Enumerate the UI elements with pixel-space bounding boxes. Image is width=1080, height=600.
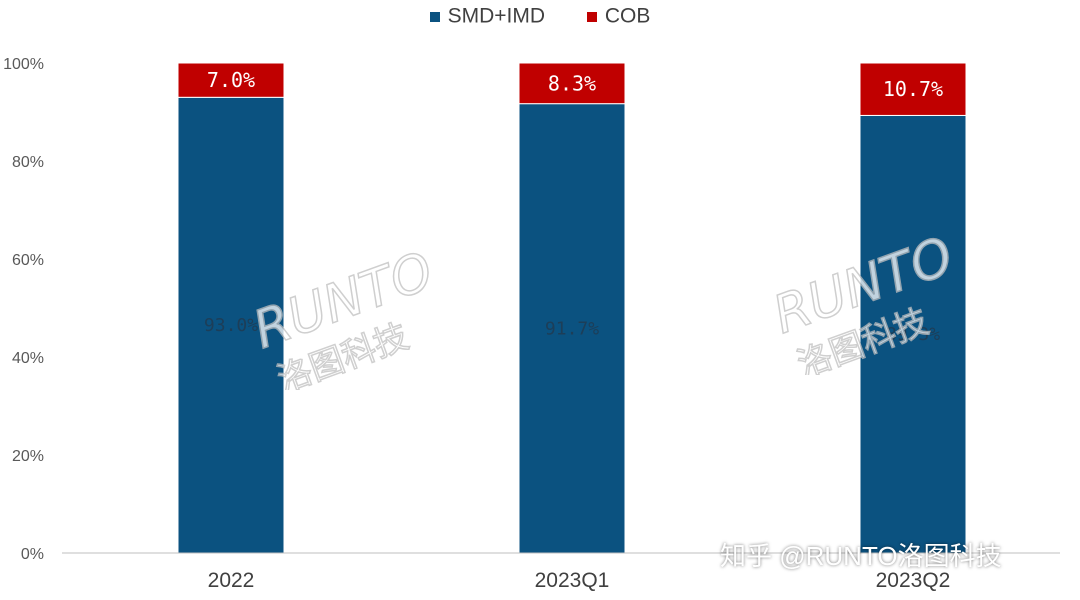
y-tick-label: 80% — [12, 154, 44, 171]
legend-item-smd-imd: SMD+IMD — [429, 4, 546, 28]
bar-smd-imd — [177, 96, 285, 554]
bar-smd-imd — [859, 114, 967, 554]
y-tick-label: 40% — [12, 350, 44, 367]
bar-cob — [859, 62, 967, 116]
y-tick-label: 100% — [3, 56, 44, 73]
legend-label-smd-imd: SMD+IMD — [447, 4, 546, 28]
bar-cob — [518, 62, 626, 105]
legend-swatch-cob — [586, 11, 597, 22]
data-label-cob: 8.3% — [548, 71, 596, 95]
source-credit: 知乎 @RUNTO洛图科技 — [720, 541, 1002, 571]
bar-cob — [177, 62, 285, 98]
data-label-smd-imd: 93.0% — [204, 315, 258, 336]
legend: SMD+IMD COB — [0, 4, 1080, 29]
data-label-cob: 10.7% — [883, 77, 943, 101]
y-tick-label: 60% — [12, 252, 44, 269]
data-label-smd-imd: 89.3% — [886, 324, 940, 345]
y-tick-label: 20% — [12, 448, 44, 465]
x-tick-label: 2023Q1 — [535, 569, 610, 592]
legend-swatch-smd-imd — [429, 11, 440, 22]
data-label-smd-imd: 91.7% — [545, 318, 599, 339]
y-tick-label: 0% — [21, 546, 44, 563]
x-tick-label: 2023Q2 — [876, 569, 951, 592]
legend-item-cob: COB — [586, 4, 651, 28]
legend-label-cob: COB — [604, 4, 651, 28]
x-tick-label: 2022 — [208, 569, 255, 592]
data-label-cob: 7.0% — [207, 68, 255, 92]
